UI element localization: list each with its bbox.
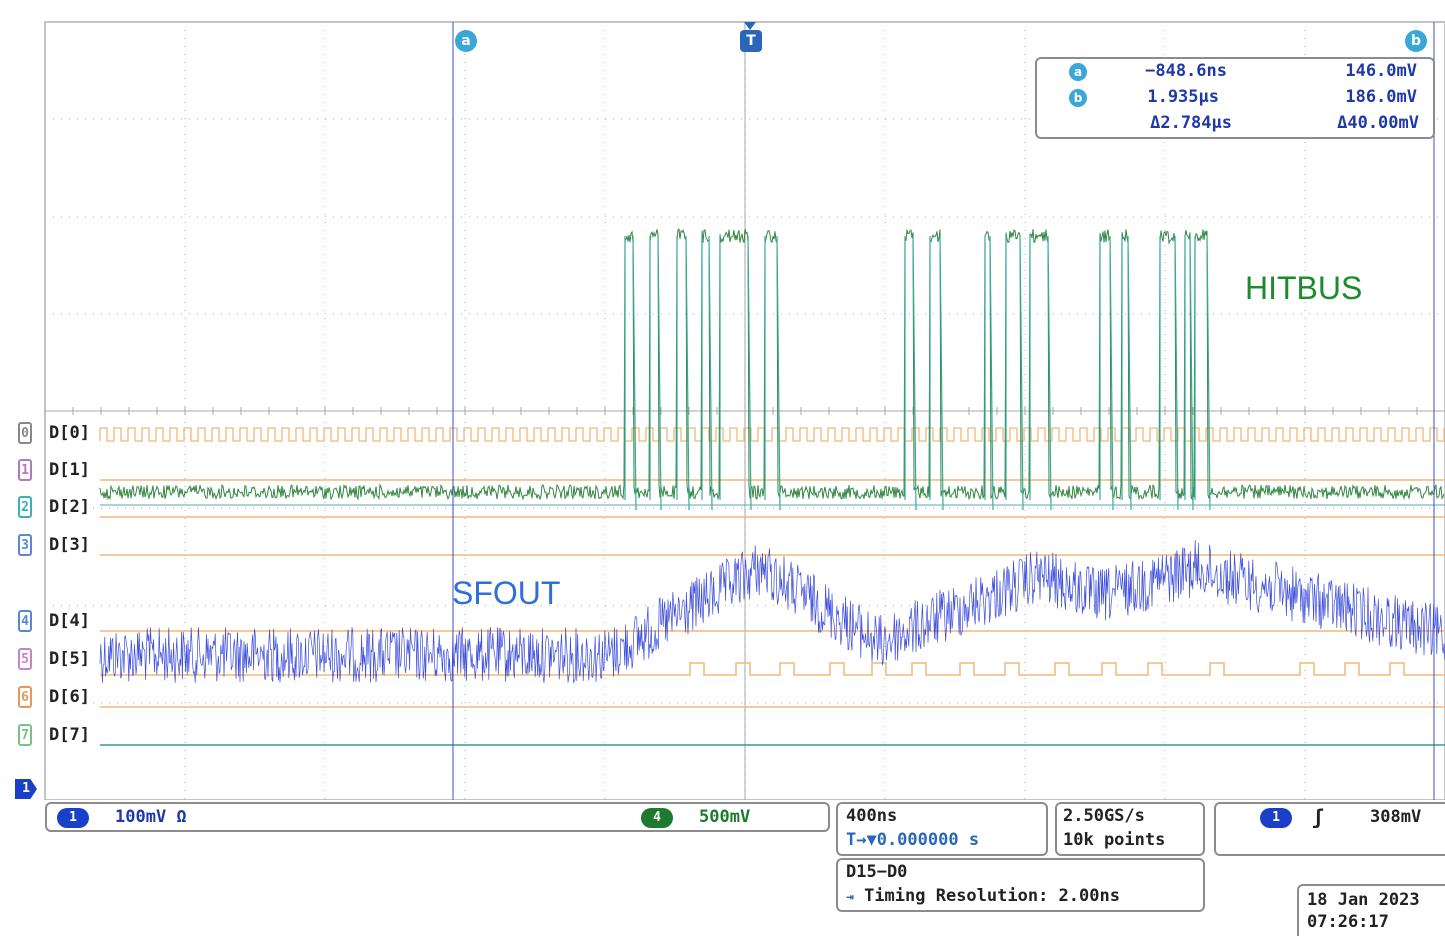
hitbus-label: HITBUS	[1245, 270, 1363, 306]
digital-traces	[99, 427, 1445, 746]
ch1-badge[interactable]: 1	[57, 808, 89, 828]
hitbus-edge	[1047, 235, 1052, 511]
trigger-box[interactable]: 1 ʃ 308mV	[1214, 802, 1445, 856]
sfout-trace	[99, 540, 1445, 684]
ch4-badge[interactable]: 4	[641, 808, 673, 828]
digital-marker-d7[interactable]: 7	[18, 724, 32, 746]
trigger-marker	[744, 22, 756, 30]
digital-marker-d0[interactable]: 0	[18, 422, 32, 444]
date: 18 Jan 2023	[1307, 890, 1420, 910]
digital-label-d1[interactable]: D[1]	[48, 460, 91, 480]
sfout-waveform	[99, 540, 1445, 684]
waveform-display	[44, 21, 1445, 800]
ch1-ground-label: 1	[22, 781, 30, 796]
hitbus-edge	[1206, 235, 1211, 511]
record-length: 10k points	[1063, 830, 1166, 850]
digital-marker-d1[interactable]: 1	[18, 459, 32, 481]
hitbus-edge	[912, 235, 917, 511]
trigger-level: 308mV	[1370, 807, 1422, 827]
acquisition-box[interactable]: 2.50GS/s 10k points	[1055, 802, 1205, 856]
digital-group-label: D15−D0	[846, 862, 908, 882]
digital-label-d4[interactable]: D[4]	[48, 611, 91, 631]
timebase-scale: 400ns	[846, 806, 898, 826]
hitbus-edge	[657, 235, 662, 511]
channel-scale-bar[interactable]: 1 100mV Ω 4 500mV	[45, 802, 830, 832]
hitbus-waveform	[99, 228, 1445, 501]
digital-marker-d3[interactable]: 3	[18, 534, 32, 556]
digital-label-d0[interactable]: D[0]	[48, 423, 91, 443]
cursor-a-time: −848.6ns	[1145, 61, 1227, 81]
time: 07:26:17	[1307, 912, 1389, 932]
sample-rate: 2.50GS/s	[1063, 806, 1145, 826]
hitbus-edge	[989, 235, 994, 511]
hitbus-edge	[1127, 235, 1132, 511]
digital-d5-trace	[100, 662, 1445, 676]
timing-resolution: ⇥ Timing Resolution: 2.00ns	[846, 886, 1120, 906]
cursor-delta-volt: Δ40.00mV	[1337, 113, 1419, 133]
digital-d0-trace	[99, 427, 1445, 442]
trigger-slope-icon: ʃ	[1312, 805, 1325, 829]
hitbus-edge	[1174, 235, 1179, 511]
hitbus-edge	[1109, 235, 1114, 511]
digital-label-d5[interactable]: D[5]	[48, 649, 91, 669]
cursor-b-tag[interactable]: b	[1405, 30, 1427, 52]
sfout-label: SFOUT	[452, 575, 561, 611]
timebase-box[interactable]: 400ns T→▼0.000000 s	[836, 802, 1048, 856]
cursor-lines[interactable]	[452, 22, 1435, 800]
digital-marker-d2[interactable]: 2	[18, 496, 32, 518]
timing-resolution-text: Timing Resolution: 2.00ns	[864, 886, 1120, 906]
trigger-position-tag[interactable]: T	[740, 30, 762, 52]
ch4-scale[interactable]: 500mV	[699, 807, 751, 827]
digital-label-d2[interactable]: D[2]	[48, 497, 91, 517]
ch1-ground-marker[interactable]: 1	[15, 779, 37, 799]
cursor-a-tag[interactable]: a	[455, 30, 477, 52]
cursor-b-icon: b	[1069, 89, 1087, 107]
hitbus-edge	[776, 235, 781, 511]
digital-label-d3[interactable]: D[3]	[48, 535, 91, 555]
digital-group-box[interactable]: D15−D0 ⇥ Timing Resolution: 2.00ns	[836, 858, 1205, 912]
hitbus-edge	[1189, 235, 1194, 511]
cursor-delta-time: Δ2.784µs	[1150, 113, 1232, 133]
trigger-source-badge: 1	[1260, 808, 1292, 828]
digital-marker-d5[interactable]: 5	[18, 648, 32, 670]
hitbus-trace	[99, 228, 1445, 511]
timing-icon: ⇥	[846, 890, 854, 905]
datetime-box: 18 Jan 2023 07:26:17	[1297, 884, 1445, 936]
horizontal-position: T→▼0.000000 s	[846, 830, 980, 850]
hitbus-edge	[685, 235, 690, 511]
digital-label-d7[interactable]: D[7]	[48, 725, 91, 745]
hitbus-edge	[1019, 235, 1024, 511]
cursor-a-volt: 146.0mV	[1345, 61, 1417, 81]
digital-marker-d4[interactable]: 4	[18, 610, 32, 632]
cursor-readout: a b −848.6ns 146.0mV 1.935µs 186.0mV Δ2.…	[1035, 57, 1435, 139]
digital-marker-d6[interactable]: 6	[18, 686, 32, 708]
hitbus-edge	[632, 235, 637, 511]
cursor-a-icon: a	[1069, 63, 1087, 81]
digital-label-d6[interactable]: D[6]	[48, 687, 91, 707]
cursor-b-time: 1.935µs	[1147, 87, 1219, 107]
cursor-b-volt: 186.0mV	[1345, 87, 1417, 107]
hitbus-edge	[708, 235, 713, 511]
hitbus-edge	[747, 235, 752, 511]
ch1-scale[interactable]: 100mV Ω	[115, 807, 187, 827]
hitbus-edge	[939, 235, 944, 511]
